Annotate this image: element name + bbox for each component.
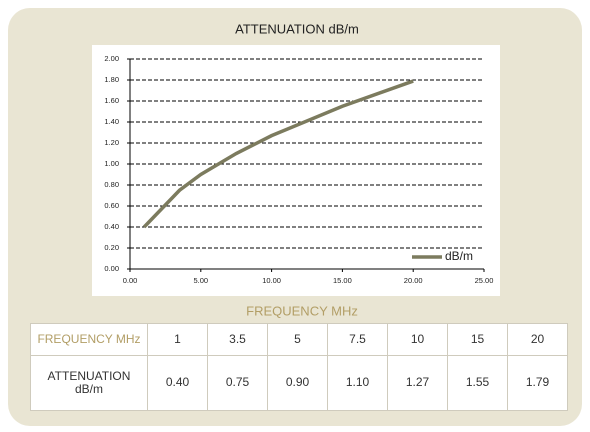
x-axis-label: FREQUENCY MHz (246, 303, 358, 318)
y-tick-label: 0.40 (104, 222, 119, 231)
x-tick-label: 20.00 (404, 276, 423, 285)
table-cell: 0.40 (147, 354, 208, 412)
chart-title: ATTENUATION dB/m (235, 21, 359, 36)
table-cell: 10 (387, 323, 448, 356)
table-row: FREQUENCY MHz 1 3.5 5 7.5 10 15 20 (30, 323, 568, 356)
x-tick-label: 10.00 (262, 276, 281, 285)
table-cell: 1.10 (327, 354, 388, 412)
table-cell: 0.90 (267, 354, 328, 412)
x-tick-label: 5.00 (193, 276, 208, 285)
y-tick-label: 1.20 (104, 138, 119, 147)
table-cell: 7.5 (327, 323, 388, 356)
line (142, 79, 414, 229)
table-cell: 15 (447, 323, 508, 356)
y-tick-label: 1.80 (104, 75, 119, 84)
y-tick-label: 0.00 (104, 264, 119, 273)
row-header: ATTENUATION dB/m (30, 354, 148, 412)
y-tick-label: 1.40 (104, 117, 119, 126)
legend-label: dB/m (445, 249, 473, 263)
row-header: FREQUENCY MHz (30, 323, 148, 356)
data-table: FREQUENCY MHz 1 3.5 5 7.5 10 15 20 ATTENUATION d… (30, 323, 568, 412)
y-tick-label: 1.00 (104, 159, 119, 168)
table-cell: 1.79 (507, 354, 568, 412)
y-tick-label: 0.20 (104, 243, 119, 252)
table-cell: 1.27 (387, 354, 448, 412)
table-cell: 20 (507, 323, 568, 356)
y-tick-label: 1.60 (104, 96, 119, 105)
table-cell: 5 (267, 323, 328, 356)
table-cell: 0.75 (207, 354, 268, 412)
table-row: ATTENUATION dB/m 0.40 0.75 0.90 1.10 1.27 1.55… (30, 354, 568, 412)
x-tick-label: 15.00 (333, 276, 352, 285)
table-cell: 1 (147, 323, 208, 356)
y-tick-label: 2.00 (104, 54, 119, 63)
table-cell: 1.55 (447, 354, 508, 412)
plot-background (92, 45, 500, 296)
x-tick-label: 25.00 (475, 276, 494, 285)
table-cell: 3.5 (207, 323, 268, 356)
x-tick-label: 0.00 (123, 276, 138, 285)
y-tick-label: 0.80 (104, 180, 119, 189)
y-tick-label: 0.60 (104, 201, 119, 210)
